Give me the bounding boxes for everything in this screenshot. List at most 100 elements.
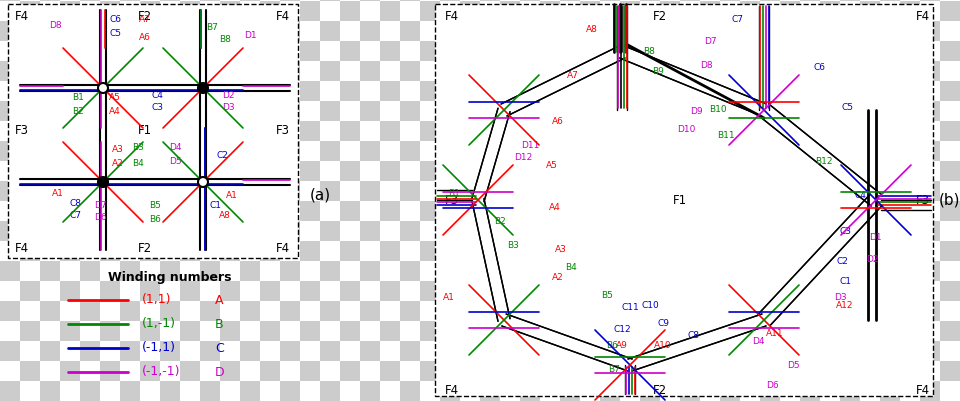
Bar: [40, 1, 60, 21]
Bar: [620, 81, 640, 101]
Text: A10: A10: [654, 342, 672, 350]
Bar: [900, 101, 920, 121]
Bar: [920, 41, 940, 61]
Bar: [340, 381, 360, 401]
Bar: [860, 301, 880, 321]
Bar: [640, 0, 660, 1]
Bar: [80, 81, 100, 101]
Bar: [600, 81, 620, 101]
Bar: [280, 221, 300, 241]
Bar: [820, 281, 840, 301]
Bar: [620, 141, 640, 161]
Bar: [380, 361, 400, 381]
Text: C6: C6: [109, 16, 121, 24]
Text: C1: C1: [839, 277, 851, 286]
Bar: [400, 221, 420, 241]
Bar: [540, 241, 560, 261]
Bar: [0, 281, 20, 301]
Bar: [540, 361, 560, 381]
Bar: [420, 81, 440, 101]
Bar: [320, 241, 340, 261]
Bar: [260, 181, 280, 201]
Bar: [740, 341, 760, 361]
Bar: [660, 281, 680, 301]
Bar: [400, 121, 420, 141]
Bar: [480, 1, 500, 21]
Text: B2: B2: [72, 107, 84, 117]
Bar: [640, 261, 660, 281]
Bar: [600, 221, 620, 241]
Bar: [340, 101, 360, 121]
Bar: [920, 81, 940, 101]
Bar: [680, 61, 700, 81]
Bar: [40, 81, 60, 101]
Bar: [60, 161, 80, 181]
Bar: [60, 1, 80, 21]
Bar: [560, 141, 580, 161]
Bar: [340, 361, 360, 381]
Bar: [280, 301, 300, 321]
Bar: [280, 0, 300, 1]
Bar: [180, 341, 200, 361]
Bar: [500, 221, 520, 241]
Bar: [940, 61, 960, 81]
Bar: [160, 0, 180, 1]
Text: F4: F4: [15, 241, 29, 255]
Bar: [460, 141, 480, 161]
Bar: [280, 161, 300, 181]
Bar: [20, 141, 40, 161]
Bar: [540, 321, 560, 341]
Bar: [40, 341, 60, 361]
Bar: [840, 261, 860, 281]
Bar: [0, 0, 20, 1]
Bar: [860, 41, 880, 61]
Bar: [20, 41, 40, 61]
Bar: [560, 161, 580, 181]
Bar: [660, 261, 680, 281]
Bar: [440, 341, 460, 361]
Bar: [340, 121, 360, 141]
Bar: [100, 41, 120, 61]
Bar: [580, 201, 600, 221]
Bar: [740, 261, 760, 281]
Bar: [720, 361, 740, 381]
Bar: [280, 141, 300, 161]
Bar: [840, 41, 860, 61]
Bar: [280, 361, 300, 381]
Bar: [520, 21, 540, 41]
Bar: [500, 81, 520, 101]
Bar: [220, 141, 240, 161]
Bar: [200, 121, 220, 141]
Bar: [100, 181, 120, 201]
Bar: [620, 121, 640, 141]
Bar: [60, 81, 80, 101]
Bar: [700, 241, 720, 261]
Bar: [0, 201, 20, 221]
Bar: [640, 221, 660, 241]
Bar: [860, 321, 880, 341]
Bar: [80, 101, 100, 121]
Bar: [740, 321, 760, 341]
Bar: [160, 141, 180, 161]
Bar: [320, 221, 340, 241]
Bar: [120, 361, 140, 381]
Bar: [60, 41, 80, 61]
Bar: [340, 321, 360, 341]
Bar: [660, 101, 680, 121]
Bar: [440, 121, 460, 141]
Bar: [280, 81, 300, 101]
Bar: [380, 281, 400, 301]
Bar: [780, 201, 800, 221]
Bar: [660, 1, 680, 21]
Bar: [760, 141, 780, 161]
Bar: [620, 281, 640, 301]
Bar: [480, 0, 500, 1]
Bar: [420, 21, 440, 41]
Text: C9: C9: [657, 318, 669, 328]
Bar: [760, 181, 780, 201]
Bar: [260, 341, 280, 361]
Bar: [380, 341, 400, 361]
Bar: [420, 141, 440, 161]
Bar: [680, 261, 700, 281]
Bar: [420, 301, 440, 321]
